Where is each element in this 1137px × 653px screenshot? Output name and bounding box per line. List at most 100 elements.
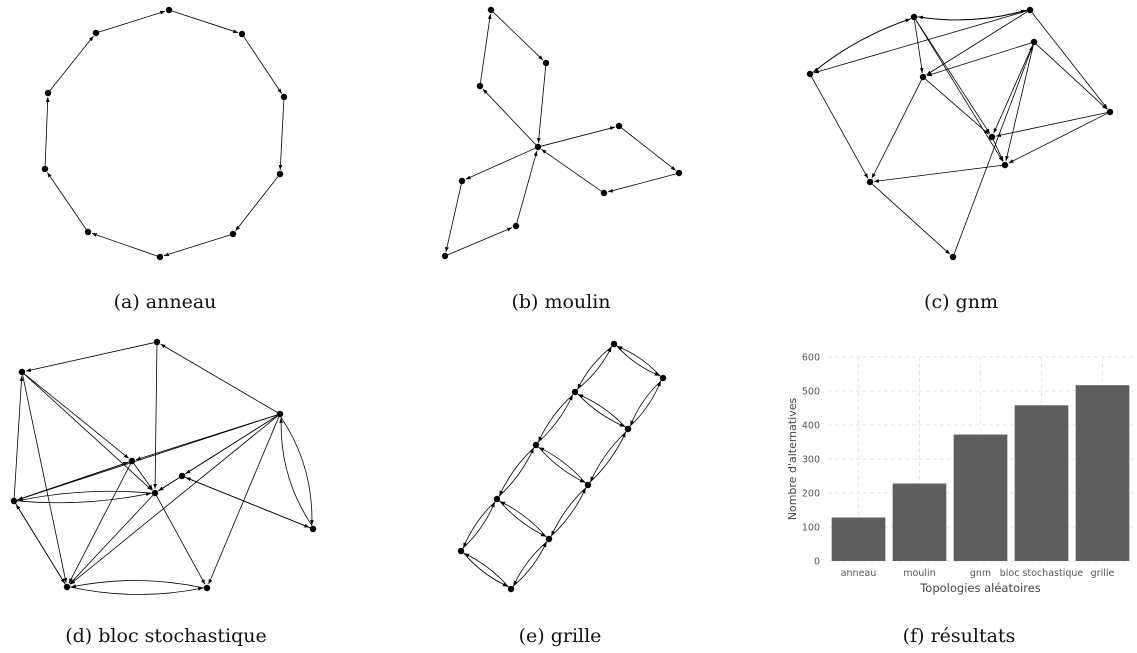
graph-anneau [0,0,330,280]
grille-edge [464,553,509,588]
caption-anneau: (a) anneau [113,291,217,313]
bloc-node [178,472,186,480]
bloc-edge [22,375,68,583]
chart-y-tick-label: 400 [802,421,820,432]
anneau-edge [47,172,87,230]
graph-gnm [790,0,1130,280]
caption-gnm: (c) gnm [924,291,998,313]
moulin-edge [445,184,462,252]
grille-node [571,388,579,396]
chart-x-tick-label: bloc stochastique [1000,568,1084,579]
caption-moulin: (b) moulin [511,291,611,313]
chart-y-tick-label: 100 [802,523,820,534]
grille-edge [499,500,546,537]
grille-edge [577,393,625,427]
moulin-node [512,222,520,230]
gnm-node [949,253,957,261]
grille-node [507,585,515,593]
caption-grille: (e) grille [518,625,602,647]
results-chart-svg: 0 100 200 300 400 500 600 anneau moulin gnm bloc s… [786,353,1133,595]
moulin-node [675,169,683,177]
anneau-edge [278,100,285,170]
gnm-edge [915,19,1004,162]
grille-node [457,547,465,555]
moulin-edge [540,126,616,147]
grille-edge [616,345,660,376]
bloc-node [203,584,211,592]
anneau-edge [44,97,50,166]
anneau-edge [98,10,166,33]
moulin-node [542,59,550,67]
moulin-edge [621,127,676,171]
moulin-edge [516,150,538,224]
graph-bloc-stochastique-svg [10,338,317,595]
grille-edge [577,346,613,389]
gnm-node [1030,38,1038,46]
grille-edge [589,432,626,483]
grille-node [584,481,592,489]
chart-y-axis-label: Nombre d'alternatives [786,397,799,520]
gnm-edge [1036,43,1108,110]
gnm-node [910,13,918,21]
graph-grille-svg [457,340,667,593]
bloc-edge [133,463,153,490]
moulin-edge [536,66,547,143]
moulin-node [600,189,608,197]
moulin-edge [541,149,602,192]
anneau-node [84,228,92,236]
gnm-edge [874,165,1002,183]
chart-x-tick-label: grille [1091,568,1115,579]
moulin-edge [480,14,492,83]
bloc-edge [24,373,129,459]
bloc-edge [71,580,204,589]
bloc-edge [158,477,180,492]
grille-edge [629,381,661,427]
gnm-edge [1031,12,1108,109]
gnm-node [919,73,927,81]
grille-edge [512,542,547,587]
moulin-node [476,82,484,90]
grille-edge [550,488,586,537]
gnm-edge [925,78,990,135]
grille-edge [617,346,661,377]
results-chart: 0 100 200 300 400 500 600 anneau moulin gnm bloc s… [770,340,1137,610]
gnm-edge [926,11,1028,76]
anneau-node [280,93,288,101]
moulin-node [534,143,542,151]
anneau-node [44,89,52,97]
gnm-edge [953,45,1033,255]
graph-anneau-svg [41,6,288,261]
gnm-edge [993,44,1034,134]
gnm-edge [992,139,1004,162]
grille-edge [513,541,548,586]
grille-edge [463,552,508,587]
moulin-node [441,252,449,260]
grille-edge [498,448,534,497]
bloc-node [276,410,284,418]
bloc-node [151,489,159,497]
graph-moulin [380,0,710,280]
chart-x-tick-label: anneau [841,568,877,579]
anneau-node [41,165,49,173]
gnm-edge [813,10,1028,74]
bloc-edge [153,345,158,489]
chart-y-tick-label: 600 [802,353,820,364]
grille-edge [538,446,585,483]
gnm-node [806,70,814,78]
grille-edge [590,431,627,482]
bloc-node [128,457,136,465]
anneau-node [238,30,246,38]
graph-grille [440,330,680,600]
gnm-node [1026,6,1034,14]
grille-node [659,374,667,382]
anneau-node [156,253,164,261]
grille-edge [499,447,535,496]
bloc-edge [280,416,314,525]
anneau-edge [235,176,279,231]
chart-y-tick-label: 300 [802,455,820,466]
grille-edge [576,347,612,390]
anneau-node [165,6,173,14]
bloc-edge [18,490,152,502]
gnm-edge [812,18,911,73]
grille-edge [537,395,573,443]
